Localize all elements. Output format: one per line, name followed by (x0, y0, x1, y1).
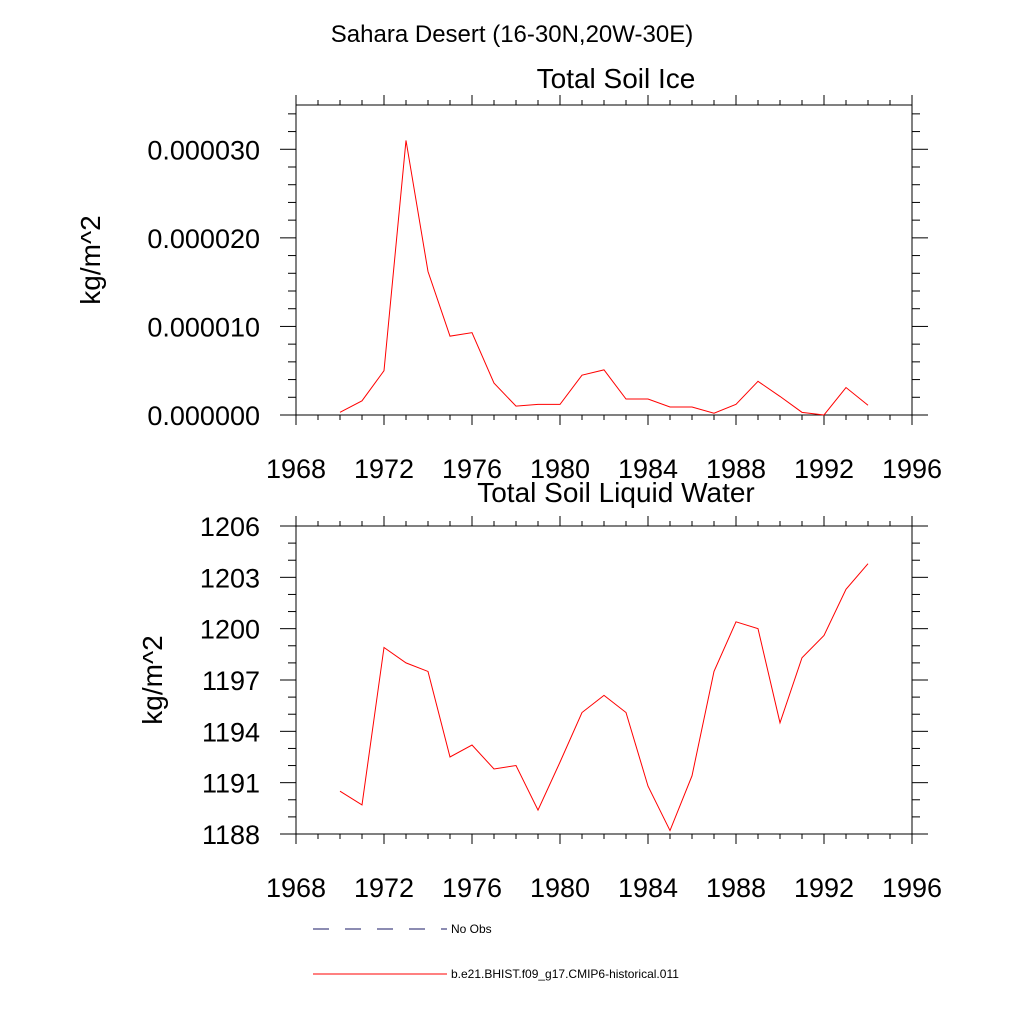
x-tick-label: 1968 (266, 873, 326, 903)
x-tick-label: 1972 (354, 454, 414, 484)
panel-title: Total Soil Ice (537, 63, 696, 94)
panel-total-soil-liquid-water: Total Soil Liquid Water 1968 1972 1976 1980 1… (137, 477, 942, 903)
data-point (757, 627, 760, 630)
legend: No Obs b.e21.BHIST.f09_g17.CMIP6-historic… (313, 922, 679, 981)
x-tick-label: 1988 (706, 873, 766, 903)
y-tick-label: 1206 (200, 512, 260, 542)
y-tick-label: 0.000010 (147, 312, 260, 342)
data-point (405, 661, 408, 664)
legend-label: b.e21.BHIST.f09_g17.CMIP6-historical.011 (451, 967, 679, 981)
y-axis-label: kg/m^2 (75, 215, 106, 304)
data-point (713, 670, 716, 673)
x-tick-label: 1984 (618, 454, 678, 484)
data-point (471, 331, 474, 334)
data-point (845, 386, 848, 389)
y-tick-label: 1200 (200, 615, 260, 645)
data-point (669, 829, 672, 832)
y-tick-label: 0.000000 (147, 401, 260, 431)
data-point (537, 403, 540, 406)
data-point (427, 270, 430, 273)
series-line (339, 140, 869, 416)
x-tick-label: 1984 (618, 873, 678, 903)
data-point (361, 399, 364, 402)
data-point (713, 412, 716, 415)
data-point (493, 767, 496, 770)
x-tick-label: 1972 (354, 873, 414, 903)
x-tick-label: 1992 (794, 454, 854, 484)
data-point (801, 656, 804, 659)
main-title: Sahara Desert (16-30N,20W-30E) (331, 21, 693, 48)
data-point (691, 406, 694, 409)
x-tick-label: 1988 (706, 454, 766, 484)
data-point (779, 395, 782, 398)
data-point (867, 404, 870, 407)
data-point (691, 774, 694, 777)
data-point (823, 634, 826, 637)
x-tick-label: 1980 (530, 873, 590, 903)
y-tick-label: 1188 (202, 820, 260, 850)
data-point (845, 588, 848, 591)
data-point (361, 803, 364, 806)
x-tick-label: 1996 (882, 873, 942, 903)
data-point (647, 398, 650, 401)
data-point (603, 368, 606, 371)
data-point (801, 411, 804, 414)
data-point (559, 403, 562, 406)
x-tick-label: 1992 (794, 873, 854, 903)
y-tick-label: 0.000030 (147, 135, 260, 165)
plot-frame (295, 525, 913, 835)
data-point (471, 744, 474, 747)
data-point (449, 335, 452, 338)
y-tick-label: 1197 (202, 666, 260, 696)
data-point (515, 764, 518, 767)
data-point (735, 620, 738, 623)
y-tick-label: 1194 (202, 717, 260, 747)
series-line (339, 563, 869, 832)
data-point (625, 398, 628, 401)
data-point (757, 380, 760, 383)
y-tick-label: 1191 (202, 769, 260, 799)
data-point (383, 369, 386, 372)
data-point (449, 756, 452, 759)
data-point (603, 694, 606, 697)
data-point (823, 414, 826, 417)
data-point (427, 670, 430, 673)
data-point (405, 139, 408, 142)
data-point (383, 646, 386, 649)
x-tick-label: 1976 (442, 873, 502, 903)
data-point (669, 406, 672, 409)
data-point (559, 761, 562, 764)
y-tick-label: 1203 (200, 563, 260, 593)
data-point (537, 809, 540, 812)
x-tick-label: 1976 (442, 454, 502, 484)
panel-total-soil-ice: Total Soil Ice 1968 1972 1976 1980 1984 1988 19… (75, 63, 942, 484)
data-point (779, 721, 782, 724)
y-axis-label: kg/m^2 (137, 635, 168, 724)
data-point (493, 382, 496, 385)
data-point (625, 711, 628, 714)
data-point (581, 711, 584, 714)
data-point (339, 411, 342, 414)
panel-title: Total Soil Liquid Water (477, 477, 755, 508)
data-point (515, 405, 518, 408)
x-tick-label: 1968 (266, 454, 326, 484)
data-point (581, 374, 584, 377)
data-point (735, 403, 738, 406)
data-point (647, 785, 650, 788)
data-point (867, 562, 870, 565)
x-tick-label: 1980 (530, 454, 590, 484)
data-point (339, 790, 342, 793)
y-tick-label: 0.000020 (147, 224, 260, 254)
legend-label: No Obs (451, 922, 492, 936)
x-tick-label: 1996 (882, 454, 942, 484)
